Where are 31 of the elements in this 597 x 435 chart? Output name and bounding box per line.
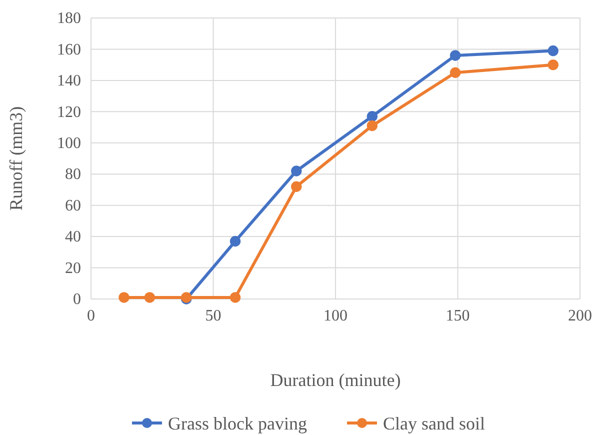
point — [230, 236, 241, 247]
point — [291, 166, 302, 176]
legend-label: Clay sand soil — [382, 413, 485, 434]
legend-label: Grass block paving — [168, 413, 307, 434]
y-tick-label: 140 — [57, 72, 81, 90]
x-tick-label: 0 — [87, 307, 95, 324]
point — [450, 67, 461, 78]
x-tick-label: 200 — [568, 307, 592, 324]
point — [118, 292, 130, 303]
point — [366, 120, 378, 132]
point — [450, 50, 461, 61]
y-tick-label: 120 — [57, 104, 81, 121]
x-tick-label: 150 — [446, 307, 470, 324]
y-tick-label: 180 — [57, 10, 81, 28]
y-tick-label: 20 — [65, 260, 81, 277]
point — [230, 292, 241, 303]
x-tick-label: 100 — [324, 307, 348, 324]
y-tick-label: 60 — [65, 197, 81, 214]
x-tick-label: 50 — [205, 307, 222, 324]
point — [366, 111, 378, 122]
point — [144, 292, 156, 303]
y-tick-label: 160 — [57, 41, 81, 58]
point — [291, 181, 302, 192]
point — [548, 45, 558, 56]
y-tick-label: 100 — [57, 135, 81, 152]
y-tick-label: 40 — [65, 228, 81, 246]
x-axis-title: Duration (minute) — [270, 370, 401, 390]
y-tick-label: 0 — [73, 291, 81, 308]
y-tick-label: 80 — [65, 166, 81, 184]
y-axis-title: Runoff (mm3) — [6, 106, 26, 211]
point — [548, 59, 558, 70]
